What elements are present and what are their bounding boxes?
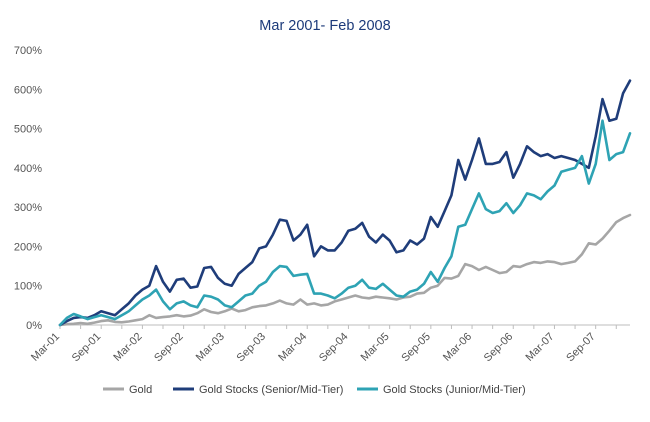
y-tick-label: 0% [26,320,42,332]
y-tick-label: 300% [14,202,42,214]
x-tick-label: Mar-07 [523,331,556,364]
y-axis: 0% 100% 200% 300% 400% 500% 600% 700% [14,45,42,332]
chart-title: Mar 2001- Feb 2008 [259,18,390,34]
x-tick-label: Sep-03 [235,331,269,365]
x-tick-label: Sep-04 [317,331,351,365]
y-tick-label: 700% [14,45,42,57]
series-line-gold-stocks-senior-mid-tier [58,79,632,327]
y-tick-label: 100% [14,281,42,293]
x-tick-label: Mar-03 [194,331,227,364]
legend: Gold Gold Stocks (Senior/Mid-Tier) Gold St… [103,384,526,396]
x-tick-label: Sep-06 [482,331,516,365]
legend-label-gold: Gold [129,384,152,396]
x-axis: Mar-01 Sep-01 Mar-02 Sep-02 Mar-03 Sep-03 Mar-… [29,324,630,365]
x-tick-label: Mar-05 [359,331,392,364]
y-tick-label: 500% [14,124,42,136]
x-tick-label: Sep-05 [399,331,433,365]
x-tick-label: Sep-01 [70,331,104,365]
x-tick-label: Mar-04 [276,331,309,364]
y-tick-label: 200% [14,241,42,253]
legend-label-gold-stocks-junior-mid-tier: Gold Stocks (Junior/Mid-Tier) [383,384,526,396]
x-tick-label: Mar-01 [29,331,62,364]
x-tick-label: Mar-06 [441,331,474,364]
y-tick-label: 600% [14,84,42,96]
x-tick-label: Mar-02 [111,331,144,364]
series-line-gold [58,213,632,327]
x-tick-label: Sep-02 [152,331,186,365]
legend-label-gold-stocks-senior-mid-tier: Gold Stocks (Senior/Mid-Tier) [199,384,343,396]
plot-area [58,79,632,327]
series-line-gold-stocks-junior-mid-tier [58,119,632,327]
y-tick-label: 400% [14,163,42,175]
x-tick-label: Sep-07 [564,331,598,365]
